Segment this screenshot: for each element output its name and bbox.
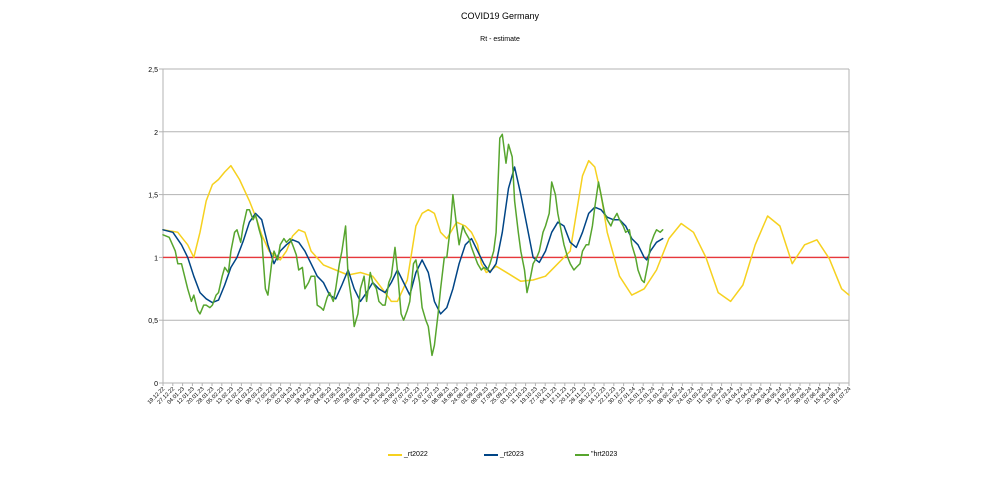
legend-label-rt2022: _rt2022 [404, 451, 428, 458]
legend-item-hrt2023: "hrt2023 [575, 451, 617, 458]
y-tick-label: 1 [154, 255, 158, 262]
y-tick-label: 2,5 [148, 67, 158, 74]
y-tick-label: 0 [154, 381, 158, 388]
legend-swatch-rt2023 [484, 453, 498, 456]
series-line-2 [162, 133, 664, 357]
y-tick-label: 1,5 [148, 193, 158, 200]
chart-legend: _rt2022 _rt2023 "hrt2023 [0, 451, 1000, 465]
series-line-0 [162, 159, 850, 303]
legend-item-rt2022: _rt2022 [388, 451, 428, 458]
legend-label-rt2023: _rt2023 [500, 451, 524, 458]
y-tick-label: 0,5 [148, 318, 158, 325]
chart-subtitle: Rt - estimate [480, 36, 520, 43]
legend-label-hrt2023: "hrt2023 [591, 451, 618, 458]
legend-swatch-hrt2023 [575, 453, 589, 456]
y-tick-label: 2 [154, 130, 158, 137]
legend-swatch-rt2022 [388, 453, 402, 456]
chart-title: COVID19 Germany [460, 11, 540, 21]
legend-item-rt2023: _rt2023 [484, 451, 524, 458]
